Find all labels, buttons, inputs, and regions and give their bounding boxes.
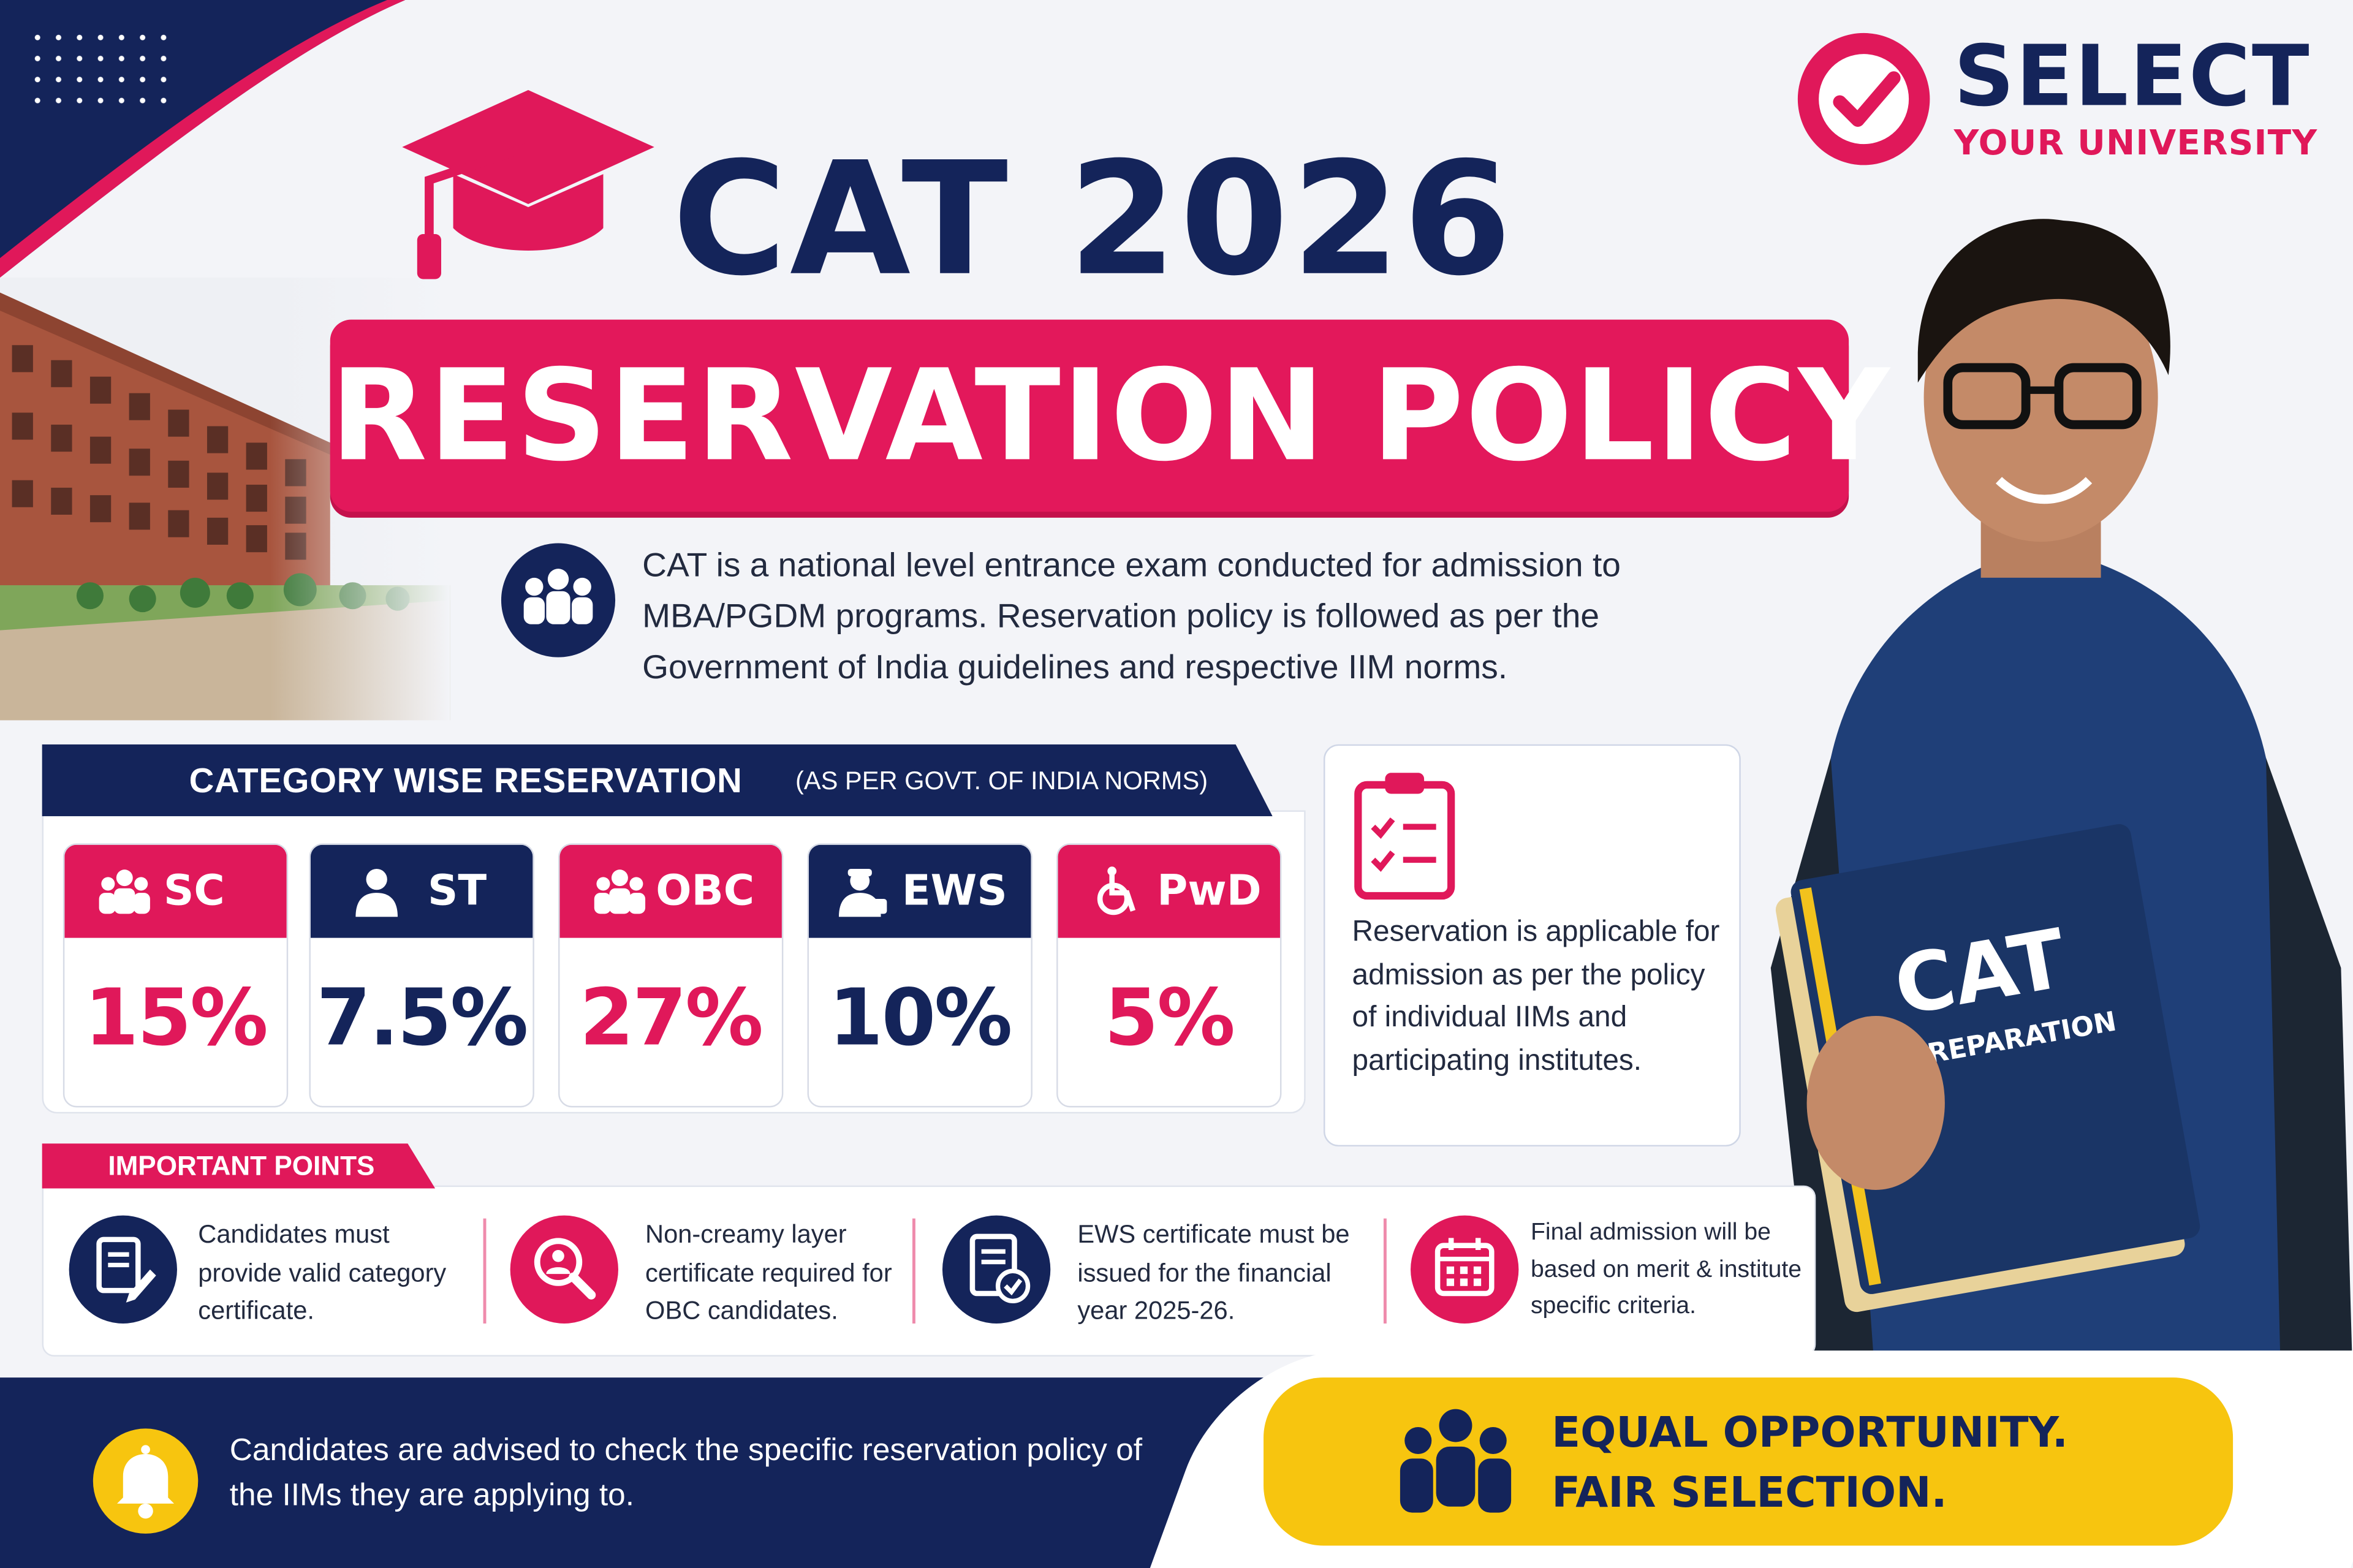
category-percentage: 15% [84, 974, 268, 1064]
wheelchair-icon [1097, 866, 1136, 915]
category-heading: CATEGORY WISE RESERVATION [189, 760, 743, 800]
category-label: PwD [1157, 866, 1262, 915]
category-label: OBC [656, 866, 755, 915]
important-points-section: IMPORTANT POINTS Candidates must provide… [42, 1143, 1816, 1357]
card-header: PwD [1058, 844, 1280, 938]
group-people-icon [594, 869, 646, 914]
important-points-header: IMPORTANT POINTS [42, 1143, 436, 1189]
footer-advice-text: Candidates are advised to check the spec… [229, 1433, 1143, 1513]
reservation-note-text: Reservation is applicable for admission … [1352, 915, 1720, 1077]
footer-navy-panel [0, 1377, 1351, 1568]
card-header: OBC [559, 844, 782, 938]
clipboard-checklist-icon [1354, 773, 1455, 900]
category-heading-note: (AS PER GOVT. OF INDIA NORMS) [795, 767, 1208, 795]
category-card-st: ST 7.5% [309, 843, 534, 1108]
worker-icon [838, 868, 887, 917]
checkmark-logo-icon [1797, 32, 1930, 165]
bell-icon [93, 1428, 199, 1534]
category-percentage: 10% [828, 974, 1012, 1064]
category-header-bar: CATEGORY WISE RESERVATION (AS PER GOVT. … [42, 744, 1273, 817]
category-card-pwd: PwD 5% [1056, 843, 1282, 1108]
category-reservation-section: CATEGORY WISE RESERVATION (AS PER GOVT. … [42, 744, 1306, 1114]
category-percentage: 5% [1104, 974, 1235, 1064]
group-people-icon [99, 869, 150, 914]
intro-paragraph: CAT is a national level entrance exam co… [642, 546, 1621, 686]
divider [483, 1218, 487, 1324]
brand-logo[interactable]: SELECT YOUR UNIVERSITY [1797, 28, 2323, 168]
slogan-panel: EQUAL OPPORTUNITY. FAIR SELECTION. [1264, 1377, 2234, 1546]
category-label: EWS [901, 866, 1007, 915]
footer-banner: Candidates are advised to check the spec… [0, 1350, 2353, 1568]
policy-title: RESERVATION POLICY [330, 342, 1892, 490]
brand-tagline: YOUR UNIVERSITY [1953, 124, 2318, 164]
card-header: EWS [809, 844, 1031, 938]
divider [1383, 1218, 1387, 1324]
slogan-line-2: FAIR SELECTION. [1552, 1468, 1947, 1517]
card-header: SC [64, 844, 287, 938]
important-points-heading: IMPORTANT POINTS [108, 1151, 375, 1181]
category-card-obc: OBC 27% [558, 843, 784, 1108]
title-banner: RESERVATION POLICY [330, 319, 1892, 512]
category-label: ST [427, 866, 487, 915]
dot-pattern [27, 27, 177, 118]
slogan-line-1: EQUAL OPPORTUNITY. [1552, 1407, 2068, 1457]
important-points-panel [42, 1185, 1816, 1357]
group-people-icon [1400, 1409, 1512, 1513]
exam-title: CAT 2026 [672, 127, 1515, 311]
important-point-text: Non-creamy layer certificate required fo… [645, 1220, 892, 1325]
calendar-icon [1411, 1215, 1519, 1324]
group-people-icon [501, 543, 616, 657]
divider [912, 1218, 915, 1324]
student-holding-book-image: CAT PREPARATION [1770, 219, 2353, 1388]
reservation-note-box: Reservation is applicable for admission … [1324, 744, 1741, 1147]
important-point-text: Candidates must provide valid category c… [198, 1220, 447, 1325]
category-card-ews: EWS 10% [807, 843, 1033, 1108]
category-card-sc: SC 15% [63, 843, 289, 1108]
certificate-check-icon [942, 1215, 1051, 1324]
category-percentage: 7.5% [316, 974, 528, 1064]
brand-name: SELECT [1953, 28, 2311, 126]
important-point-text: EWS certificate must be issued for the f… [1077, 1220, 1350, 1325]
important-point-text: Final admission will be based on merit &… [1530, 1220, 1802, 1319]
graduation-cap-icon [402, 89, 654, 279]
category-percentage: 27% [579, 974, 763, 1064]
category-label: SC [163, 866, 225, 915]
document-pen-icon [69, 1215, 177, 1324]
search-person-icon [510, 1215, 618, 1324]
card-header: ST [310, 844, 533, 938]
person-icon [355, 868, 398, 917]
